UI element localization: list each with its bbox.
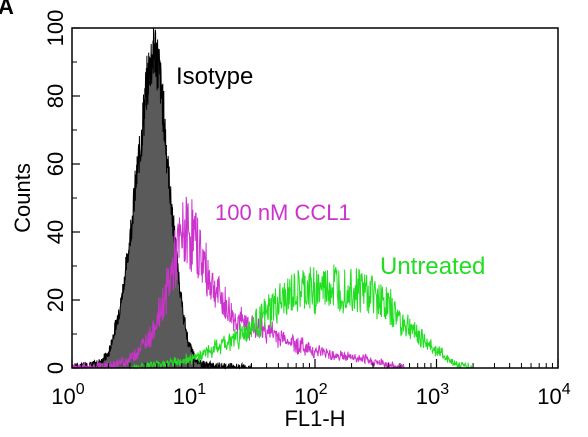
panel-label: A <box>0 0 14 19</box>
x-axis-ticks: 100 101 102 103 104 <box>51 359 571 409</box>
y-tick-label-5: 100 <box>43 10 68 47</box>
y-tick-label-3: 60 <box>43 152 68 176</box>
y-tick-label-1: 20 <box>43 288 68 312</box>
series-100nm-ccl1-line <box>71 196 405 370</box>
series-layer <box>71 27 474 370</box>
series-untreated <box>129 264 474 370</box>
x-axis-label: FL1-H <box>284 406 345 431</box>
y-tick-label-0: 0 <box>43 362 68 374</box>
legend-100nm-ccl1: 100 nM CCL1 <box>215 200 351 225</box>
x-tick-label-1: 101 <box>173 381 206 409</box>
series-isotype <box>71 27 252 370</box>
x-tick-label-3: 103 <box>416 381 449 409</box>
x-tick-label-2: 102 <box>294 381 327 409</box>
y-tick-label-4: 80 <box>43 84 68 108</box>
x-tick-label-0: 100 <box>51 381 84 409</box>
y-axis-label: Counts <box>10 163 35 233</box>
legend-isotype: Isotype <box>176 63 253 90</box>
legend-untreated: Untreated <box>380 253 485 280</box>
series-untreated-line <box>129 264 474 370</box>
series-100nm-ccl1 <box>71 196 405 370</box>
y-tick-label-2: 40 <box>43 220 68 244</box>
y-axis-ticks: 0 20 40 60 80 100 <box>43 10 80 374</box>
series-isotype-line <box>71 27 252 370</box>
series-isotype-fill <box>72 28 252 368</box>
x-tick-label-4: 104 <box>537 381 570 409</box>
